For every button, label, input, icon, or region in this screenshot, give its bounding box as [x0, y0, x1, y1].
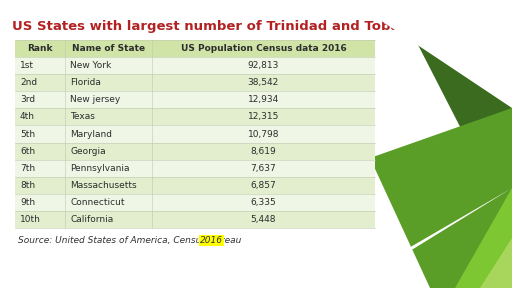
Polygon shape	[395, 0, 512, 228]
Text: Source: United States of America, Census Bureau: Source: United States of America, Census…	[18, 236, 244, 245]
Text: Name of State: Name of State	[72, 44, 145, 53]
FancyBboxPatch shape	[15, 40, 375, 57]
Text: 92,813: 92,813	[248, 61, 279, 70]
FancyBboxPatch shape	[15, 194, 375, 211]
FancyBboxPatch shape	[15, 211, 375, 228]
Text: 10th: 10th	[20, 215, 41, 224]
Text: 10,798: 10,798	[248, 130, 279, 139]
Text: Georgia: Georgia	[71, 147, 106, 156]
Text: Texas: Texas	[71, 112, 95, 122]
Text: 2016: 2016	[200, 236, 223, 245]
Text: 12,934: 12,934	[248, 95, 279, 104]
Text: 6,335: 6,335	[250, 198, 276, 207]
FancyBboxPatch shape	[15, 57, 375, 74]
Polygon shape	[455, 188, 512, 288]
FancyBboxPatch shape	[15, 40, 375, 228]
Text: 6th: 6th	[20, 147, 35, 156]
Text: 6,857: 6,857	[250, 181, 276, 190]
Text: 8th: 8th	[20, 181, 35, 190]
Polygon shape	[480, 238, 512, 288]
Text: California: California	[71, 215, 114, 224]
Text: 9th: 9th	[20, 198, 35, 207]
Text: Massachusetts: Massachusetts	[71, 181, 137, 190]
Polygon shape	[350, 0, 512, 108]
Text: 5th: 5th	[20, 130, 35, 139]
Polygon shape	[370, 108, 512, 288]
Polygon shape	[340, 188, 512, 288]
Text: Connecticut: Connecticut	[71, 198, 125, 207]
Text: 8,619: 8,619	[250, 147, 276, 156]
Text: Maryland: Maryland	[71, 130, 113, 139]
Text: 4th: 4th	[20, 112, 35, 122]
Text: US States with largest number of Trinidad and Tobago Migrants: US States with largest number of Trinida…	[12, 20, 489, 33]
Text: 2nd: 2nd	[20, 78, 37, 87]
Text: Florida: Florida	[71, 78, 101, 87]
Text: 1st: 1st	[20, 61, 34, 70]
Text: 12,315: 12,315	[248, 112, 279, 122]
FancyBboxPatch shape	[15, 160, 375, 177]
Text: 38,542: 38,542	[248, 78, 279, 87]
FancyBboxPatch shape	[15, 177, 375, 194]
Text: 7,637: 7,637	[250, 164, 276, 173]
FancyBboxPatch shape	[15, 108, 375, 126]
Text: New jersey: New jersey	[71, 95, 121, 104]
FancyBboxPatch shape	[15, 143, 375, 160]
FancyBboxPatch shape	[15, 74, 375, 91]
Text: Rank: Rank	[28, 44, 53, 53]
Text: US Population Census data 2016: US Population Census data 2016	[181, 44, 346, 53]
Text: 3rd: 3rd	[20, 95, 35, 104]
Text: New York: New York	[71, 61, 112, 70]
FancyBboxPatch shape	[15, 126, 375, 143]
Text: Pennsylvania: Pennsylvania	[71, 164, 130, 173]
Text: 7th: 7th	[20, 164, 35, 173]
FancyBboxPatch shape	[15, 91, 375, 108]
Text: 5,448: 5,448	[251, 215, 276, 224]
